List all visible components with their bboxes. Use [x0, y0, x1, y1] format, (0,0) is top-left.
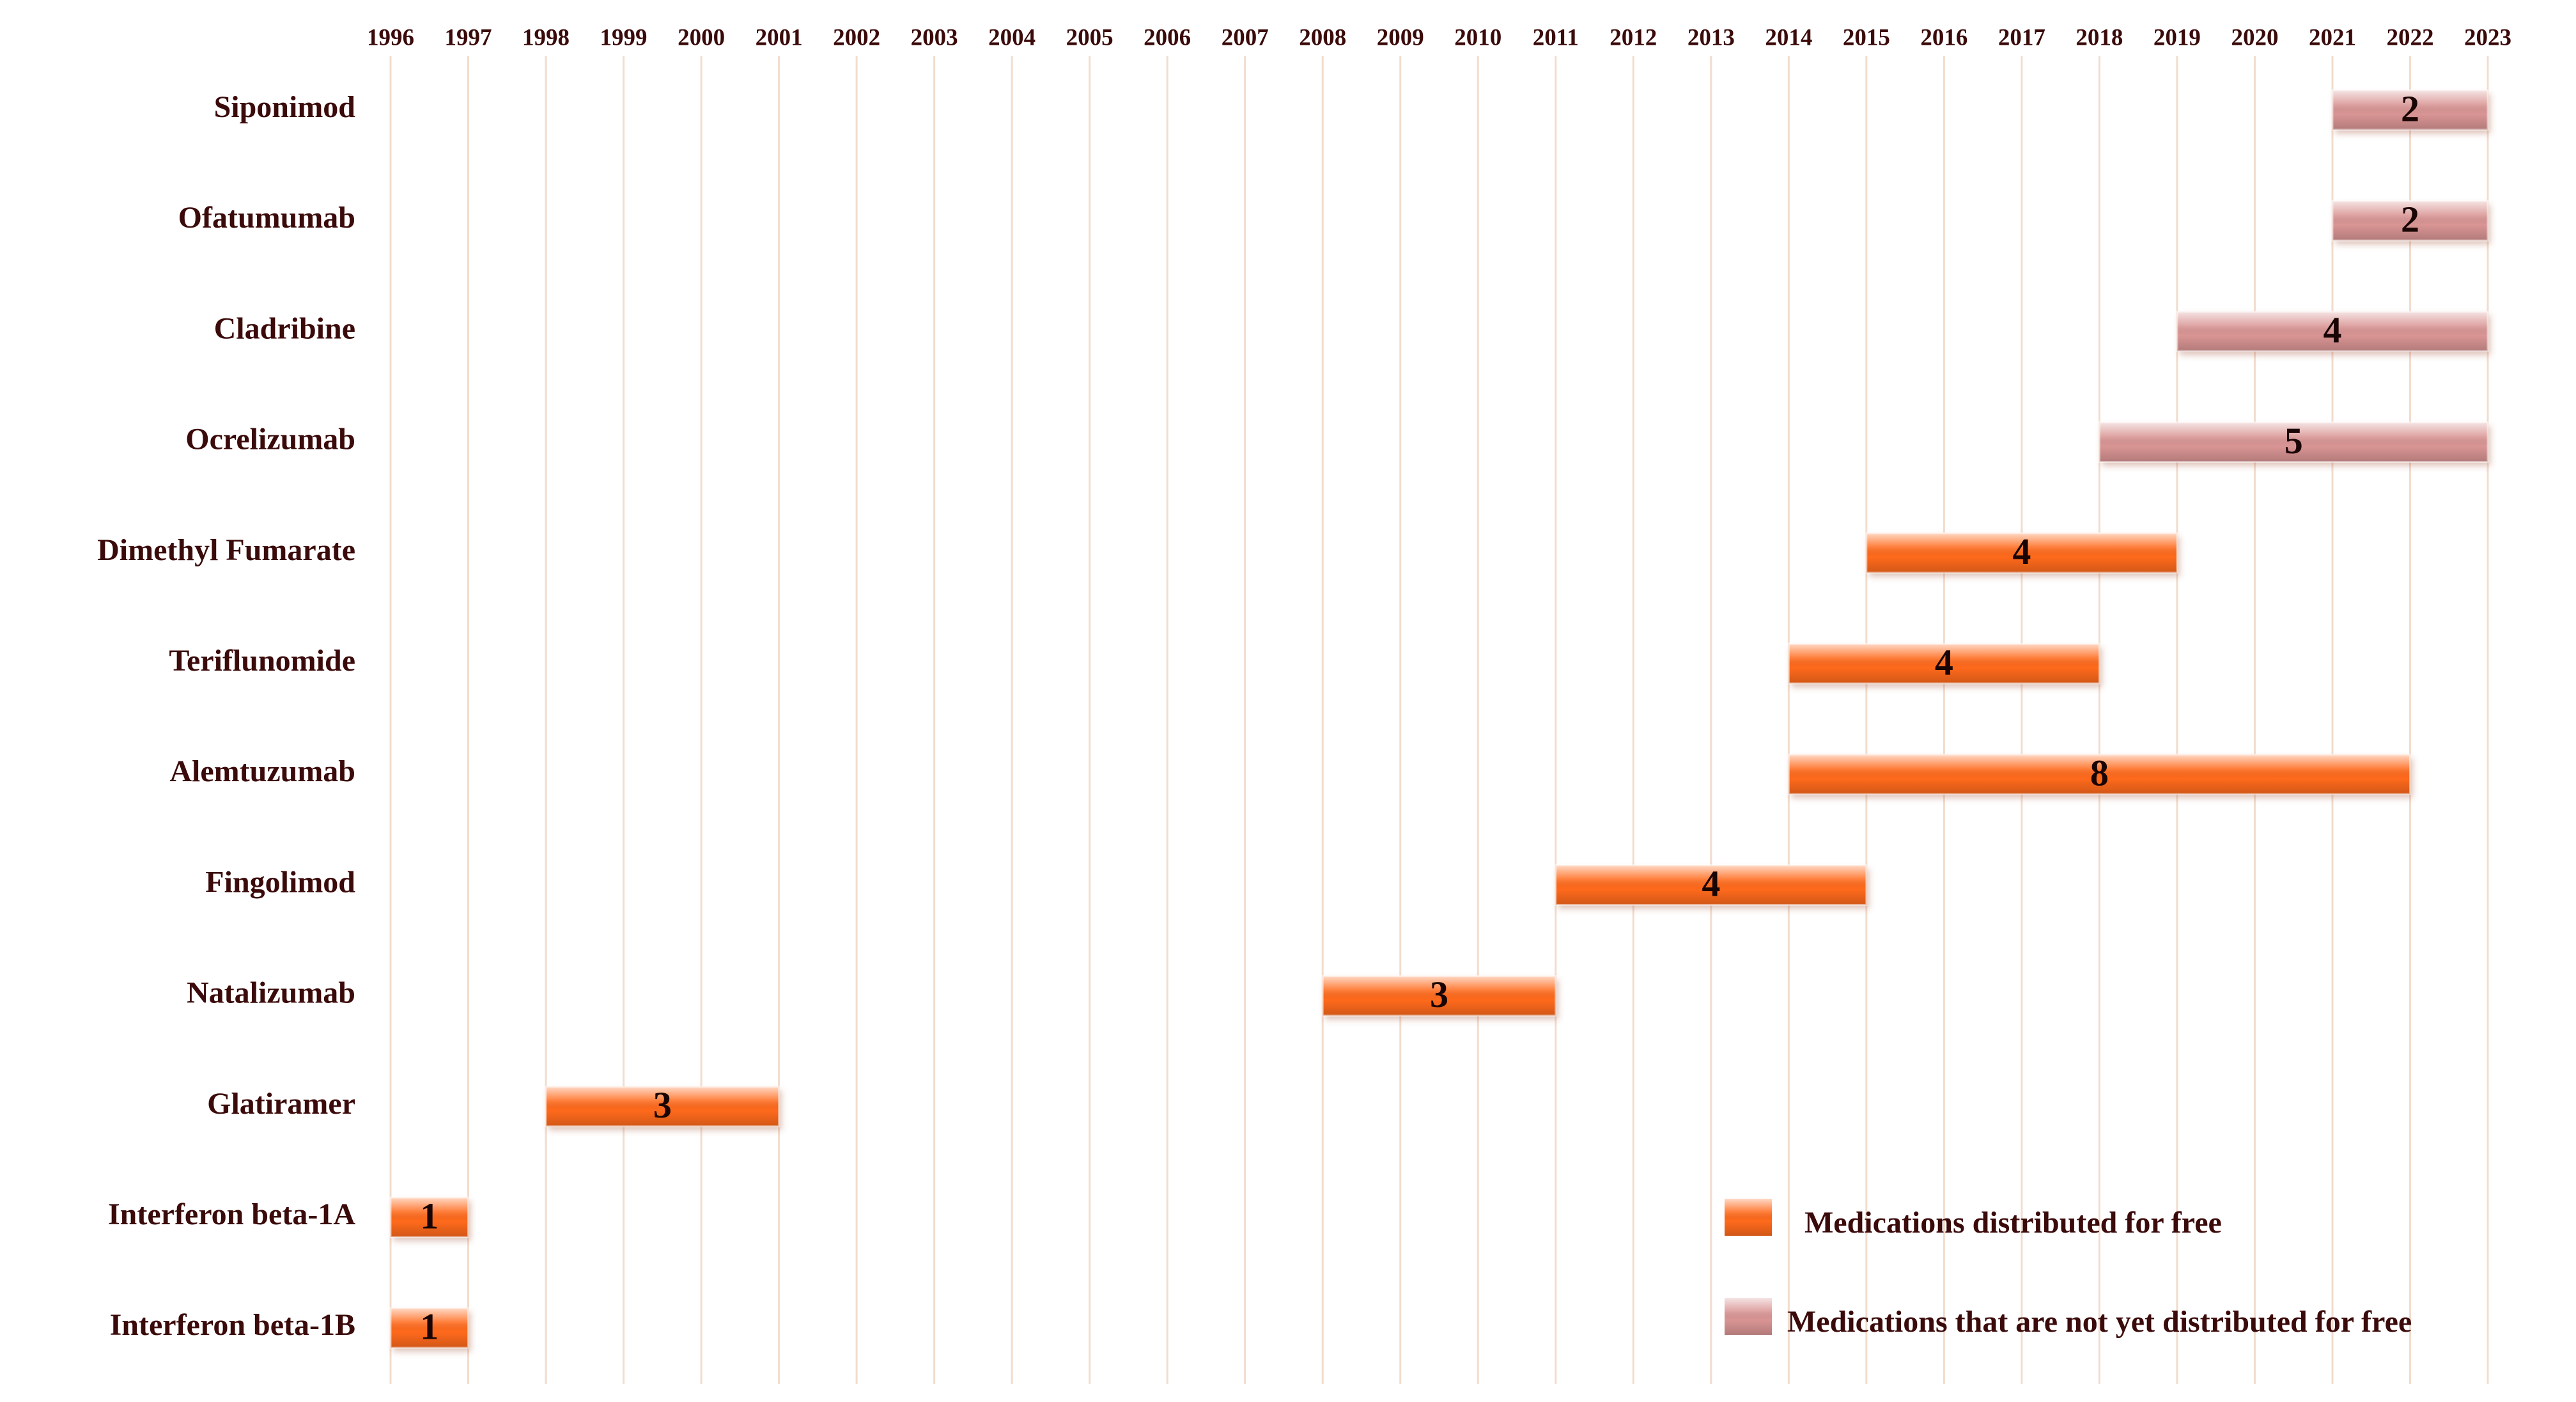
data-label: 4 — [1702, 863, 1720, 905]
y-tick-label: Alemtuzumab — [169, 754, 355, 788]
x-tick-label: 2005 — [1066, 24, 1113, 51]
x-tick-label: 2018 — [2076, 24, 2123, 51]
legend-label: Medications distributed for free — [1804, 1206, 2222, 1240]
bar-highlight — [2331, 89, 2489, 131]
data-label: 3 — [653, 1084, 672, 1126]
x-tick-label: 2004 — [988, 24, 1036, 51]
x-tick-label: 2016 — [1920, 24, 1967, 51]
y-tick-label: Natalizumab — [187, 976, 355, 1010]
y-tick-label: Interferon beta-1A — [108, 1197, 355, 1231]
bar-highlight — [2098, 421, 2489, 463]
data-label: 2 — [2401, 88, 2419, 129]
x-tick-label: 2020 — [2231, 24, 2278, 51]
bar-highlight — [2331, 199, 2489, 242]
legend-swatch-highlight — [1725, 1199, 1772, 1236]
data-label: 1 — [420, 1306, 438, 1348]
x-tick-label: 2017 — [1998, 24, 2045, 51]
bar-highlight — [1321, 975, 1557, 1017]
x-tick-label: 2006 — [1144, 24, 1191, 51]
data-label: 3 — [1430, 974, 1448, 1015]
x-tick-label: 2021 — [2309, 24, 2356, 51]
x-tick-label: 2019 — [2153, 24, 2201, 51]
x-tick-label: 1999 — [600, 24, 648, 51]
x-tick-label: 2010 — [1454, 24, 1501, 51]
x-tick-label: 2000 — [678, 24, 725, 51]
bar-highlight — [389, 1196, 470, 1238]
x-tick-label: 2011 — [1533, 24, 1579, 51]
bar-highlight — [1787, 643, 2100, 685]
y-tick-label: Siponimod — [214, 90, 356, 124]
x-tick-label: 1998 — [522, 24, 570, 51]
y-tick-label: Cladribine — [214, 311, 355, 345]
x-tick-label: 2003 — [911, 24, 958, 51]
legend-label: Medications that are not yet distributed… — [1787, 1305, 2412, 1339]
bar-highlight — [1865, 532, 2178, 574]
x-tick-label: 2015 — [1843, 24, 1890, 51]
x-tick-label: 2001 — [756, 24, 803, 51]
x-tick-label: 2023 — [2464, 24, 2511, 51]
y-tick-label: Interferon beta-1B — [110, 1308, 355, 1342]
x-tick-label: 2007 — [1222, 24, 1269, 51]
bar-highlight — [1787, 753, 2411, 795]
x-tick-label: 2008 — [1299, 24, 1346, 51]
y-tick-label: Teriflunomide — [169, 644, 355, 678]
y-tick-label: Ofatumumab — [178, 201, 355, 235]
bar-highlight — [2176, 310, 2489, 352]
data-label: 4 — [1935, 641, 1953, 683]
bar-highlight — [1555, 864, 1868, 906]
data-label: 5 — [2285, 420, 2303, 462]
x-tick-label: 2012 — [1610, 24, 1657, 51]
data-label: 4 — [2323, 309, 2341, 351]
x-tick-label: 2013 — [1688, 24, 1735, 51]
data-label: 2 — [2401, 199, 2419, 240]
data-label: 4 — [2012, 531, 2031, 572]
data-label: 1 — [420, 1195, 438, 1236]
x-tick-label: 2002 — [833, 24, 880, 51]
bar-highlight — [389, 1307, 470, 1349]
x-tick-label: 2009 — [1377, 24, 1424, 51]
y-tick-label: Dimethyl Fumarate — [97, 533, 355, 567]
y-tick-label: Glatiramer — [207, 1087, 355, 1121]
x-tick-label: 1997 — [445, 24, 492, 51]
y-tick-label: Fingolimod — [205, 865, 355, 899]
legend-swatch-highlight — [1725, 1298, 1772, 1335]
bar-highlight — [545, 1086, 780, 1128]
x-tick-label: 2014 — [1765, 24, 1812, 51]
x-tick-label: 1996 — [367, 24, 414, 51]
x-tick-label: 2022 — [2386, 24, 2433, 51]
y-tick-label: Ocrelizumab — [185, 423, 355, 456]
data-label: 8 — [2090, 752, 2109, 794]
